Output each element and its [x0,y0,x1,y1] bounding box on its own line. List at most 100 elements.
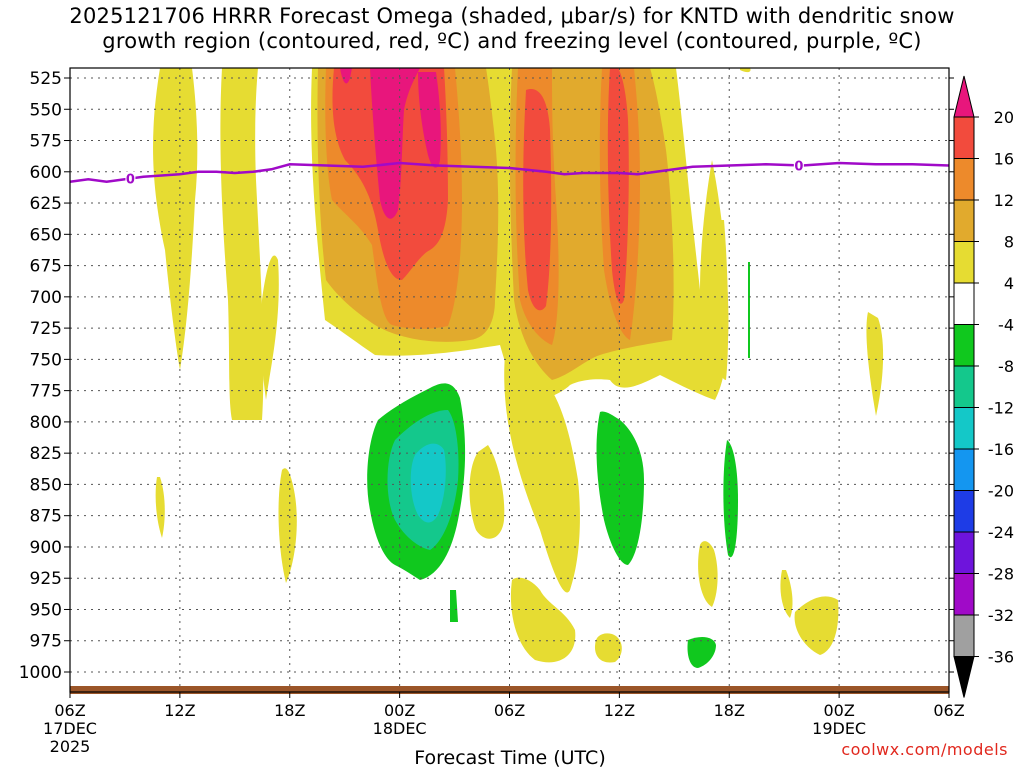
colorbar-bin [953,614,975,657]
omega-region-20-plus [340,68,352,84]
x-tick-label: 12Z [604,701,635,720]
omega-region-neg-4-8 [723,440,738,558]
colorbar-arrow-bottom [953,656,975,698]
omega-region-4-8 [155,477,165,538]
x-tick-label: 06Z [494,701,525,720]
omega-shading [153,68,884,668]
y-tick-label: 550 [30,100,62,120]
y-axis: 525 550 575 600 625 650 675 700 725 750 775 800 825 8… [19,69,954,683]
omega-region-20-plus [370,68,420,219]
omega-region-neg-4-8 [596,411,644,565]
colorbar-label: -12 [988,399,1014,418]
omega-region-neg-4-8 [450,590,458,622]
omega-region-4-8 [510,577,576,663]
y-tick-label: 875 [30,507,62,527]
colorbar-label: 20 [994,108,1014,127]
colorbar-bin [953,448,975,491]
omega-region-16-20 [523,89,552,311]
x-axis-title: Forecast Time (UTC) [414,747,605,768]
y-tick-label: 575 [30,132,62,152]
x-tick-label: 18Z [274,701,305,720]
y-tick-label: 975 [30,632,62,652]
omega-region-4-8 [220,68,264,420]
y-tick-label: 675 [30,257,62,277]
colorbar-bin [953,116,975,159]
colorbar-label: -32 [988,606,1014,625]
x-tick-label: 18Z [714,701,745,720]
chart-title-line2: growth region (contoured, red, ºC) and f… [102,29,922,53]
y-tick-label: 950 [30,600,62,620]
y-tick-label: 700 [30,288,62,308]
colorbar-label: 12 [994,191,1014,210]
y-tick-label: 1000 [19,663,62,683]
colorbar-bin [953,573,975,616]
omega-region-4-8 [740,68,751,73]
colorbar-arrow-top [953,75,975,118]
x-tick-label: 00Z [384,701,415,720]
chart-title: 2025121706 HRRR Forecast Omega (shaded, … [0,4,1024,54]
y-tick-label: 850 [30,475,62,495]
omega-region-16-20 [607,68,629,304]
colorbar-label: -4 [998,316,1014,335]
omega-region-4-8 [713,220,729,380]
x-date-label: 19DEC [812,719,866,738]
freezing-level-line [69,161,950,184]
omega-region-4-8 [866,312,884,416]
y-tick-label: 525 [30,69,62,89]
x-year-label: 2025 [50,737,91,756]
colorbar-bin [953,199,975,242]
omega-region-4-8 [780,570,793,618]
y-tick-label: 600 [30,163,62,183]
freezing-level-labels: 00 [125,158,804,188]
x-tick-label: 06Z [933,701,964,720]
y-tick-label: 800 [30,413,62,433]
x-tick-label: 12Z [164,701,195,720]
colorbar-bin [953,241,975,284]
colorbar-bin [953,324,975,367]
colorbar-label: -28 [988,565,1014,584]
y-tick-label: 750 [30,350,62,370]
y-tick-label: 775 [30,382,62,402]
chart-title-line1: 2025121706 HRRR Forecast Omega (shaded, … [69,4,955,28]
colorbar-label: 8 [1004,233,1014,252]
colorbar-bin [953,158,975,201]
colorbar-label: 4 [1004,274,1014,293]
omega-region-4-8 [278,468,297,583]
gridlines [70,68,949,692]
colorbar-bin [953,282,975,325]
omega-region-4-8 [260,255,279,400]
colorbar-bin [953,490,975,533]
omega-region-4-8 [594,633,622,663]
y-tick-label: 825 [30,444,62,464]
colorbar-label: -8 [998,357,1014,376]
colorbar-bin [953,531,975,574]
colorbar-bin [953,365,975,408]
colorbar: 20 16 12 8 4 -4 -8 -12 -16 -20 -24 -28 -32 -36 [953,75,1014,698]
colorbar-bin [953,407,975,450]
x-date-label: 17DEC [43,719,97,738]
colorbar-label: -20 [988,482,1014,501]
freezing-level-label: 0 [794,159,803,174]
colorbar-label: -24 [988,523,1014,542]
omega-region-neg-12-16 [410,443,446,523]
omega-region-neg-4-8 [748,262,750,358]
colorbar-label: -16 [988,440,1014,459]
colorbar-label: -36 [988,648,1014,667]
y-tick-label: 925 [30,569,62,589]
x-tick-label: 06Z [54,701,85,720]
ground-strip [70,686,949,694]
y-tick-label: 650 [30,225,62,245]
freezing-level-label: 0 [126,173,135,188]
x-tick-label: 00Z [823,701,854,720]
x-date-label: 18DEC [373,719,427,738]
watermark: coolwx.com/models [841,740,1008,759]
omega-region-4-8 [469,445,505,539]
omega-region-neg-4-8 [687,637,716,668]
y-tick-label: 625 [30,194,62,214]
omega-region-4-8 [153,68,198,370]
omega-region-4-8 [698,541,718,607]
freezing-label-bg [125,171,136,186]
freezing-label-bg [793,158,804,173]
